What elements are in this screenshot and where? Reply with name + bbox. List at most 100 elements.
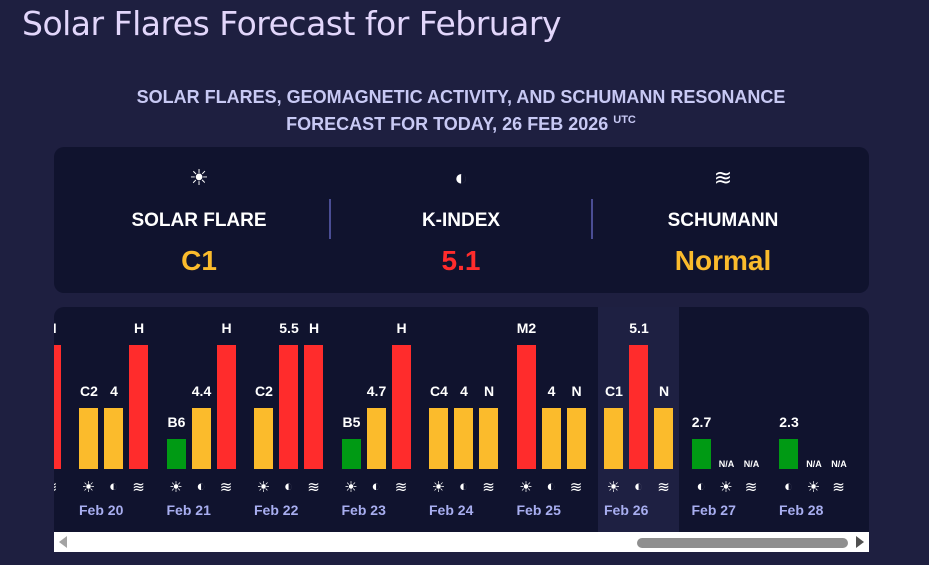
schumann-value-label: H xyxy=(221,320,232,336)
kindex-value-label: 4 xyxy=(110,383,118,399)
solar-bar[interactable] xyxy=(79,408,98,469)
solar-value-label: B5 xyxy=(342,414,361,430)
magnet-icon: ◐ xyxy=(196,478,206,495)
date-label: Feb 26 xyxy=(604,502,649,518)
sun-icon: ☀ xyxy=(719,479,733,496)
sun-icon: ☀ xyxy=(169,479,183,496)
scroll-right-arrow-icon[interactable] xyxy=(856,536,864,548)
today-summary-card: ☀ SOLAR FLARE C1 ◐ K-INDEX 5.1 ≋ SCHUMAN… xyxy=(54,147,869,293)
waves-icon: ≋ xyxy=(54,478,61,496)
kindex-value-label: 5.5 xyxy=(279,320,299,336)
waves-icon: ≋ xyxy=(713,165,733,190)
waves-icon: ≋ xyxy=(219,479,233,496)
solar-value-label: N/A xyxy=(718,459,735,469)
kindex-value-label: 4 xyxy=(547,383,556,399)
scroll-left-arrow-icon[interactable] xyxy=(59,536,67,548)
kindex-value-label: 4.4 xyxy=(191,383,212,399)
solar-value-label: B6 xyxy=(167,414,186,430)
kindex-value-label: 4 xyxy=(460,383,468,399)
schumann-value: Normal xyxy=(674,245,772,276)
date-label: Feb 22 xyxy=(254,502,299,518)
schumann-value-label: N/A xyxy=(743,459,760,469)
divider xyxy=(591,199,593,239)
day-group: 2.3 ◐ N/A ☀ N/A ≋ Feb 28 xyxy=(779,307,859,532)
magnet-icon: ◐ xyxy=(371,478,381,495)
kindex-bar[interactable] xyxy=(366,408,386,469)
solar-value-label: N/A xyxy=(806,459,822,469)
subtitle-line2: FORECAST FOR TODAY, 26 FEB 2026 xyxy=(286,114,609,134)
kindex-value-label: 5.1 xyxy=(629,320,649,336)
kindex-bar[interactable] xyxy=(541,408,561,469)
solar-bar[interactable] xyxy=(604,408,623,469)
schumann-value-label: N xyxy=(658,383,670,399)
solar-value-label: C4 xyxy=(430,383,448,399)
schumann-bar[interactable] xyxy=(129,345,148,469)
sun-icon: ☀ xyxy=(519,479,533,496)
kindex-value-label: 2.7 xyxy=(691,414,712,430)
day-group: C2 ☀ 5.5 ◐ H ≋ Feb 22 xyxy=(254,307,334,532)
schumann-value-label: N xyxy=(571,383,582,399)
magnet-icon: ◐ xyxy=(108,478,119,495)
magnet-icon: ◐ xyxy=(633,478,644,495)
schumann-bar[interactable] xyxy=(566,408,586,469)
sun-icon: ☀ xyxy=(806,479,821,496)
sun-icon: ☀ xyxy=(344,479,358,496)
k-index-summary: ◐ K-INDEX 5.1 xyxy=(326,147,596,293)
schumann-bar[interactable] xyxy=(479,408,498,469)
k-index-value: 5.1 xyxy=(441,245,481,276)
schumann-label: SCHUMANN xyxy=(667,210,779,231)
scrollbar-thumb[interactable] xyxy=(637,538,848,548)
schumann-value-label: H xyxy=(54,320,72,336)
solar-bar[interactable] xyxy=(254,408,273,469)
date-label: Feb 21 xyxy=(166,502,211,518)
divider xyxy=(329,199,331,239)
kindex-bar[interactable] xyxy=(191,408,211,469)
waves-icon: ≋ xyxy=(744,479,758,496)
waves-icon: ≋ xyxy=(132,479,145,496)
waves-icon: ≋ xyxy=(394,479,408,496)
date-label: Feb 27 xyxy=(691,502,736,518)
solar-value-label: C1 xyxy=(605,383,623,399)
sun-icon: ☀ xyxy=(606,479,621,496)
solar-value-label: C2 xyxy=(255,383,273,399)
schumann-bar[interactable] xyxy=(304,345,323,469)
magnet-icon: ◐ xyxy=(454,165,468,190)
schumann-bar[interactable] xyxy=(216,345,236,469)
magnet-icon: ◐ xyxy=(458,478,469,495)
kindex-bar[interactable] xyxy=(779,439,798,469)
sun-icon: ☀ xyxy=(189,165,209,190)
day-group: C2 ☀ 4 ◐ H ≋ Feb 20 xyxy=(79,307,159,532)
horizontal-scrollbar[interactable] xyxy=(54,532,869,552)
sun-icon: ☀ xyxy=(431,479,446,496)
schumann-bar[interactable] xyxy=(654,408,673,469)
magnet-icon: ◐ xyxy=(546,478,556,495)
day-group: C4 ☀ 4 ◐ N ≋ Feb 24 xyxy=(429,307,509,532)
forecast-subtitle: SOLAR FLARES, GEOMAGNETIC ACTIVITY, AND … xyxy=(0,86,922,136)
schumann-bar[interactable] xyxy=(54,345,61,469)
kindex-bar[interactable] xyxy=(629,345,648,469)
solar-bar[interactable] xyxy=(166,439,186,469)
schumann-bar[interactable] xyxy=(391,345,411,469)
sun-icon: ☀ xyxy=(81,479,96,496)
solar-flare-summary: ☀ SOLAR FLARE C1 xyxy=(64,147,334,293)
day-group: B6 ☀ 4.4 ◐ H ≋ Feb 21 xyxy=(166,307,247,532)
subtitle-line1: SOLAR FLARES, GEOMAGNETIC ACTIVITY, AND … xyxy=(136,87,786,107)
magnet-icon: ◐ xyxy=(783,478,794,495)
kindex-bar[interactable] xyxy=(104,408,123,469)
day-group: 2.7 ◐ N/A ☀ N/A ≋ Feb 27 xyxy=(691,307,772,532)
solar-bar[interactable] xyxy=(341,439,361,469)
solar-flare-label: SOLAR FLARE xyxy=(131,210,267,231)
schumann-value-label: N/A xyxy=(831,459,847,469)
solar-value-label: C2 xyxy=(80,383,98,399)
solar-bar[interactable] xyxy=(429,408,448,469)
sun-icon: ☀ xyxy=(256,479,271,496)
kindex-bar[interactable] xyxy=(279,345,298,469)
kindex-bar[interactable] xyxy=(454,408,473,469)
solar-bar[interactable] xyxy=(516,345,536,469)
k-index-label: K-INDEX xyxy=(421,210,501,231)
day-group: M2 ☀ 4 ◐ N ≋ Feb 25 xyxy=(516,307,597,532)
schumann-value-label: H xyxy=(396,320,407,336)
kindex-bar[interactable] xyxy=(691,439,711,469)
waves-icon: ≋ xyxy=(569,479,583,496)
